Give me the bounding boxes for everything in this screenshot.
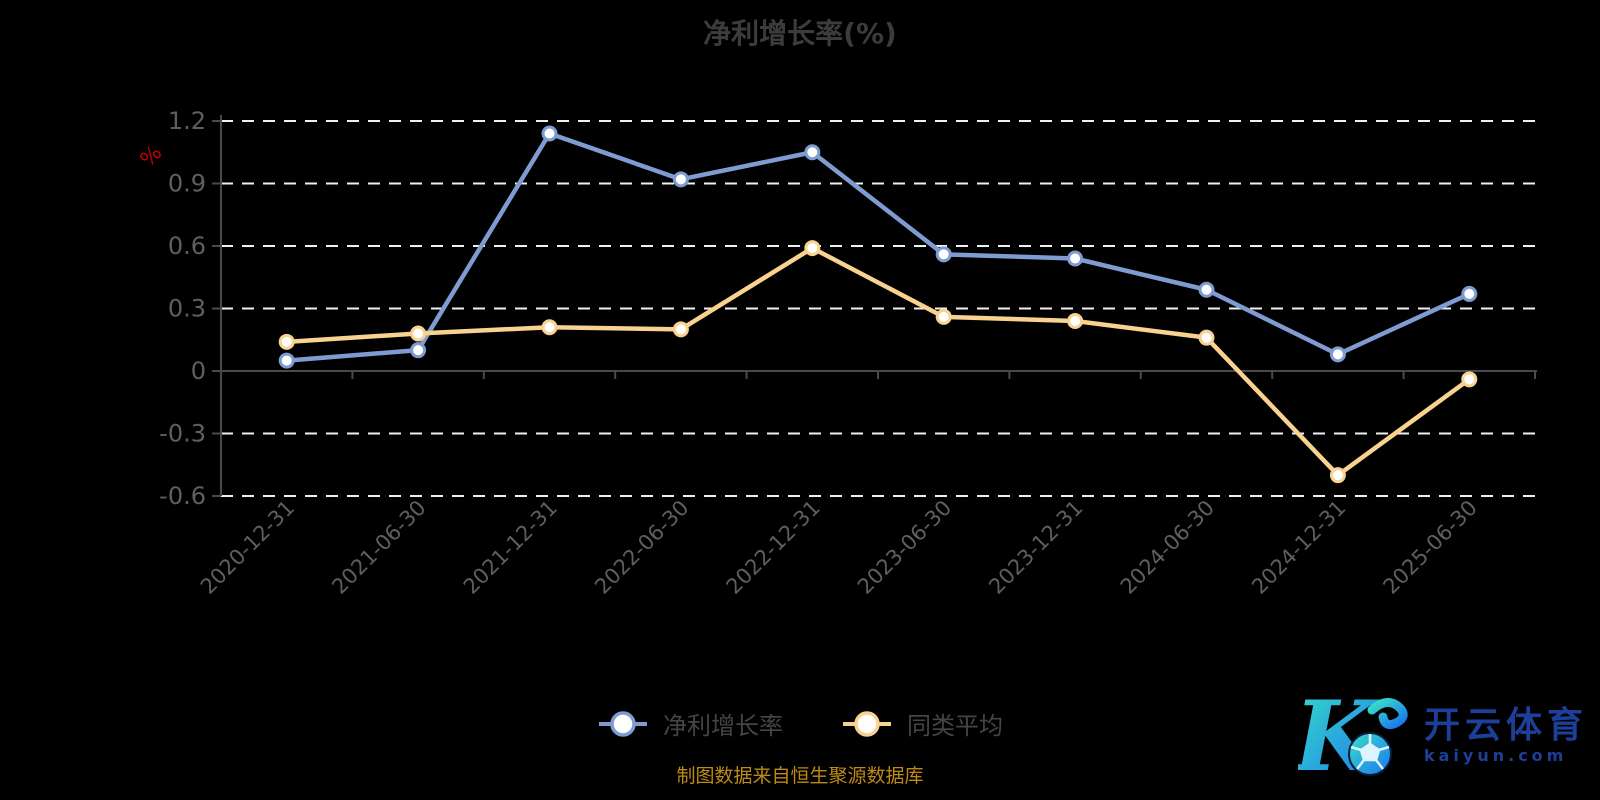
- data-source-note: 制图数据来自恒生聚源数据库: [676, 765, 924, 787]
- legend-label: 净利增长率: [663, 712, 783, 740]
- data-point-marker[interactable]: [672, 171, 689, 188]
- y-tick-label: 0.9: [168, 170, 206, 198]
- x-axis-labels: 2020-12-31 2021-06-30 2021-12-31 2022-06-30…: [196, 496, 1482, 599]
- data-point-marker[interactable]: [1067, 313, 1084, 329]
- y-tick-label: 1.2: [168, 107, 206, 135]
- data-point-marker[interactable]: [1198, 281, 1215, 298]
- x-tick-label: 2020-12-31: [196, 496, 299, 599]
- data-point-marker[interactable]: [278, 352, 295, 369]
- data-point-marker[interactable]: [541, 125, 558, 142]
- data-point-marker[interactable]: [935, 308, 952, 325]
- legend-label: 同类平均: [907, 712, 1003, 740]
- x-tick-label: 2022-12-31: [722, 496, 825, 599]
- data-point-marker[interactable]: [410, 325, 427, 342]
- data-point-marker[interactable]: [935, 246, 952, 263]
- x-tick-label: 2022-06-30: [590, 496, 693, 599]
- legend-line-dot-icon: [599, 710, 647, 737]
- legend-line-dot-icon: [843, 710, 891, 737]
- x-tick-label: 2021-06-30: [327, 496, 430, 599]
- data-point-marker[interactable]: [278, 333, 295, 350]
- y-tick-label: 0.6: [168, 232, 206, 260]
- series-path: [284, 131, 1472, 363]
- legend-item-series-0[interactable]: 净利增长率: [597, 706, 783, 741]
- data-point-marker[interactable]: [672, 321, 689, 338]
- y-tick-label: 0: [191, 357, 206, 385]
- logo-domain-text: kaiyun.com: [1423, 746, 1568, 765]
- data-point-marker[interactable]: [1461, 371, 1478, 388]
- data-point-marker[interactable]: [410, 342, 427, 359]
- data-point-marker[interactable]: [804, 144, 821, 161]
- page-title: 净利增长率(%): [703, 17, 897, 50]
- x-tick-label: 2024-12-31: [1247, 496, 1350, 599]
- series-path: [284, 245, 1472, 478]
- data-point-marker[interactable]: [1461, 285, 1478, 302]
- chart-legend: 净利增长率 同类平均: [0, 706, 1600, 741]
- series-line-0: [278, 125, 1478, 369]
- legend-item-series-1[interactable]: 同类平均: [841, 706, 1003, 741]
- data-point-marker[interactable]: [1067, 250, 1084, 267]
- data-point-marker[interactable]: [804, 240, 821, 257]
- axes: -0.6 -0.3 0 0.3 0.6 0.9 1.2: [159, 107, 1537, 510]
- logo-brand-text: 开云体育: [1423, 705, 1588, 746]
- x-tick-label: 2021-12-31: [459, 496, 562, 599]
- y-tick-label: 0.3: [168, 295, 206, 323]
- x-tick-label: 2023-12-31: [984, 496, 1087, 599]
- series-line-1: [278, 240, 1478, 484]
- y-tick-label: -0.6: [159, 482, 206, 510]
- gridlines: [221, 120, 1537, 497]
- line-chart: -0.6 -0.3 0 0.3 0.6 0.9 1.2 2020-12-31 2021-06-3…: [159, 107, 1537, 599]
- data-point-marker[interactable]: [541, 319, 558, 336]
- kaiyun-logo[interactable]: K 开云体育 kaiyun.com: [1298, 690, 1588, 782]
- x-tick-label: 2024-06-30: [1116, 496, 1219, 599]
- data-point-marker[interactable]: [1198, 329, 1215, 346]
- data-point-marker[interactable]: [1329, 467, 1346, 484]
- y-tick-label: -0.3: [159, 420, 206, 448]
- x-tick-label: 2025-06-30: [1379, 496, 1482, 599]
- data-point-marker[interactable]: [1329, 346, 1346, 363]
- kaiyun-logo-mark-icon: K: [1298, 690, 1408, 782]
- x-tick-label: 2023-06-30: [853, 496, 956, 599]
